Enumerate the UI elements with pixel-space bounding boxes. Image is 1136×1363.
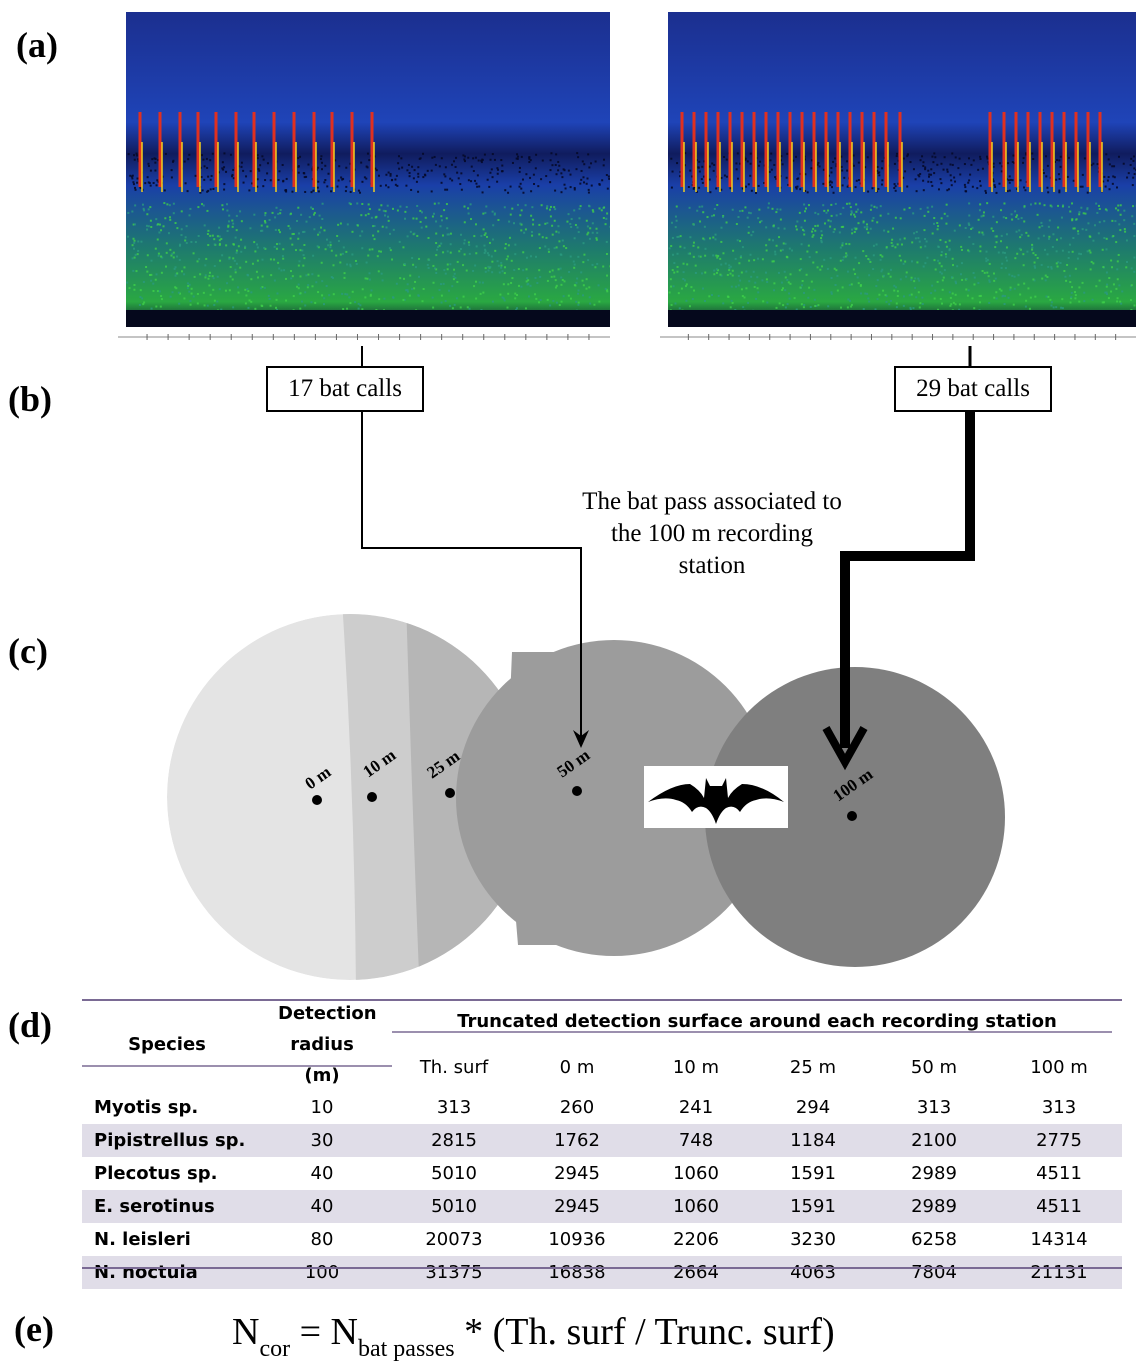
correction-formula: Ncor = Nbat passes * (Th. surf / Trunc. …	[232, 1310, 835, 1363]
diagram-canvas: 0 m 10 m 25 m 50 m 100 m	[0, 0, 1136, 1000]
station-dot-10m	[367, 792, 377, 802]
formula-n-cor: N	[232, 1311, 259, 1353]
formula-ratio: * (Th. surf / Trunc. surf)	[455, 1311, 835, 1353]
formula-sub-cor: cor	[259, 1336, 290, 1362]
bat-pass-annotation: The bat pass associated to the 100 m rec…	[582, 486, 842, 582]
station-dot-100m	[847, 811, 857, 821]
station-dot-0m	[312, 795, 322, 805]
formula-sub-bat-passes: bat passes	[358, 1336, 455, 1362]
detection-surface-table: Species Detection radius (m) Truncated d…	[82, 998, 1122, 1289]
panel-label-d: (d)	[8, 1004, 52, 1046]
call-count-box-left: 17 bat calls	[266, 366, 424, 412]
station-dot-50m	[572, 786, 582, 796]
panel-label-e: (e)	[14, 1308, 54, 1350]
formula-equals: = N	[290, 1311, 358, 1353]
call-count-box-right: 29 bat calls	[894, 366, 1052, 412]
station-dot-25m	[445, 788, 455, 798]
